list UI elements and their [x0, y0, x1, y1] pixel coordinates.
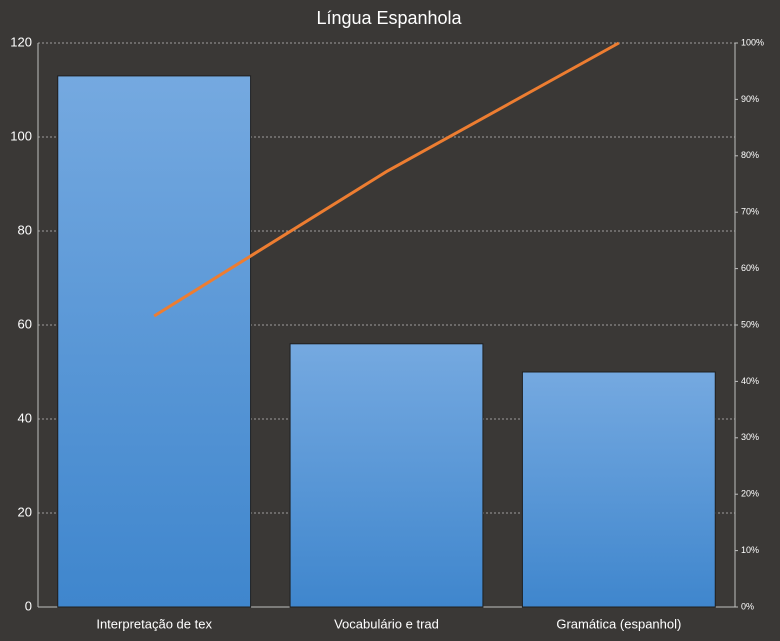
- y2-tick-label: 100%: [741, 37, 764, 47]
- y2-tick-label: 20%: [741, 489, 759, 499]
- y2-tick-label: 10%: [741, 545, 759, 555]
- x-tick-label: Gramática (espanhol): [556, 616, 681, 631]
- y2-tick-label: 80%: [741, 150, 759, 160]
- bar: [57, 75, 252, 608]
- y-tick-label: 60: [18, 316, 32, 331]
- y-tick-label: 20: [18, 504, 32, 519]
- chart-title: Língua Espanhola: [316, 8, 462, 28]
- bar: [521, 371, 716, 608]
- y2-tick-label: 90%: [741, 94, 759, 104]
- y-tick-label: 120: [10, 34, 32, 49]
- y-tick-label: 80: [18, 222, 32, 237]
- y2-tick-label: 40%: [741, 376, 759, 386]
- y-tick-label: 100: [10, 128, 32, 143]
- y-tick-label: 40: [18, 410, 32, 425]
- bar: [289, 343, 484, 608]
- line: [153, 41, 620, 318]
- y2-tick-label: 60%: [741, 263, 759, 273]
- y2-tick-label: 0%: [741, 601, 754, 611]
- y2-tick-label: 50%: [741, 319, 759, 329]
- x-tick-label: Vocabulário e trad: [334, 616, 439, 631]
- y2-tick-label: 30%: [741, 432, 759, 442]
- x-tick-label: Interpretação de tex: [96, 616, 212, 631]
- y-tick-label: 0: [25, 598, 32, 613]
- y2-tick-label: 70%: [741, 207, 759, 217]
